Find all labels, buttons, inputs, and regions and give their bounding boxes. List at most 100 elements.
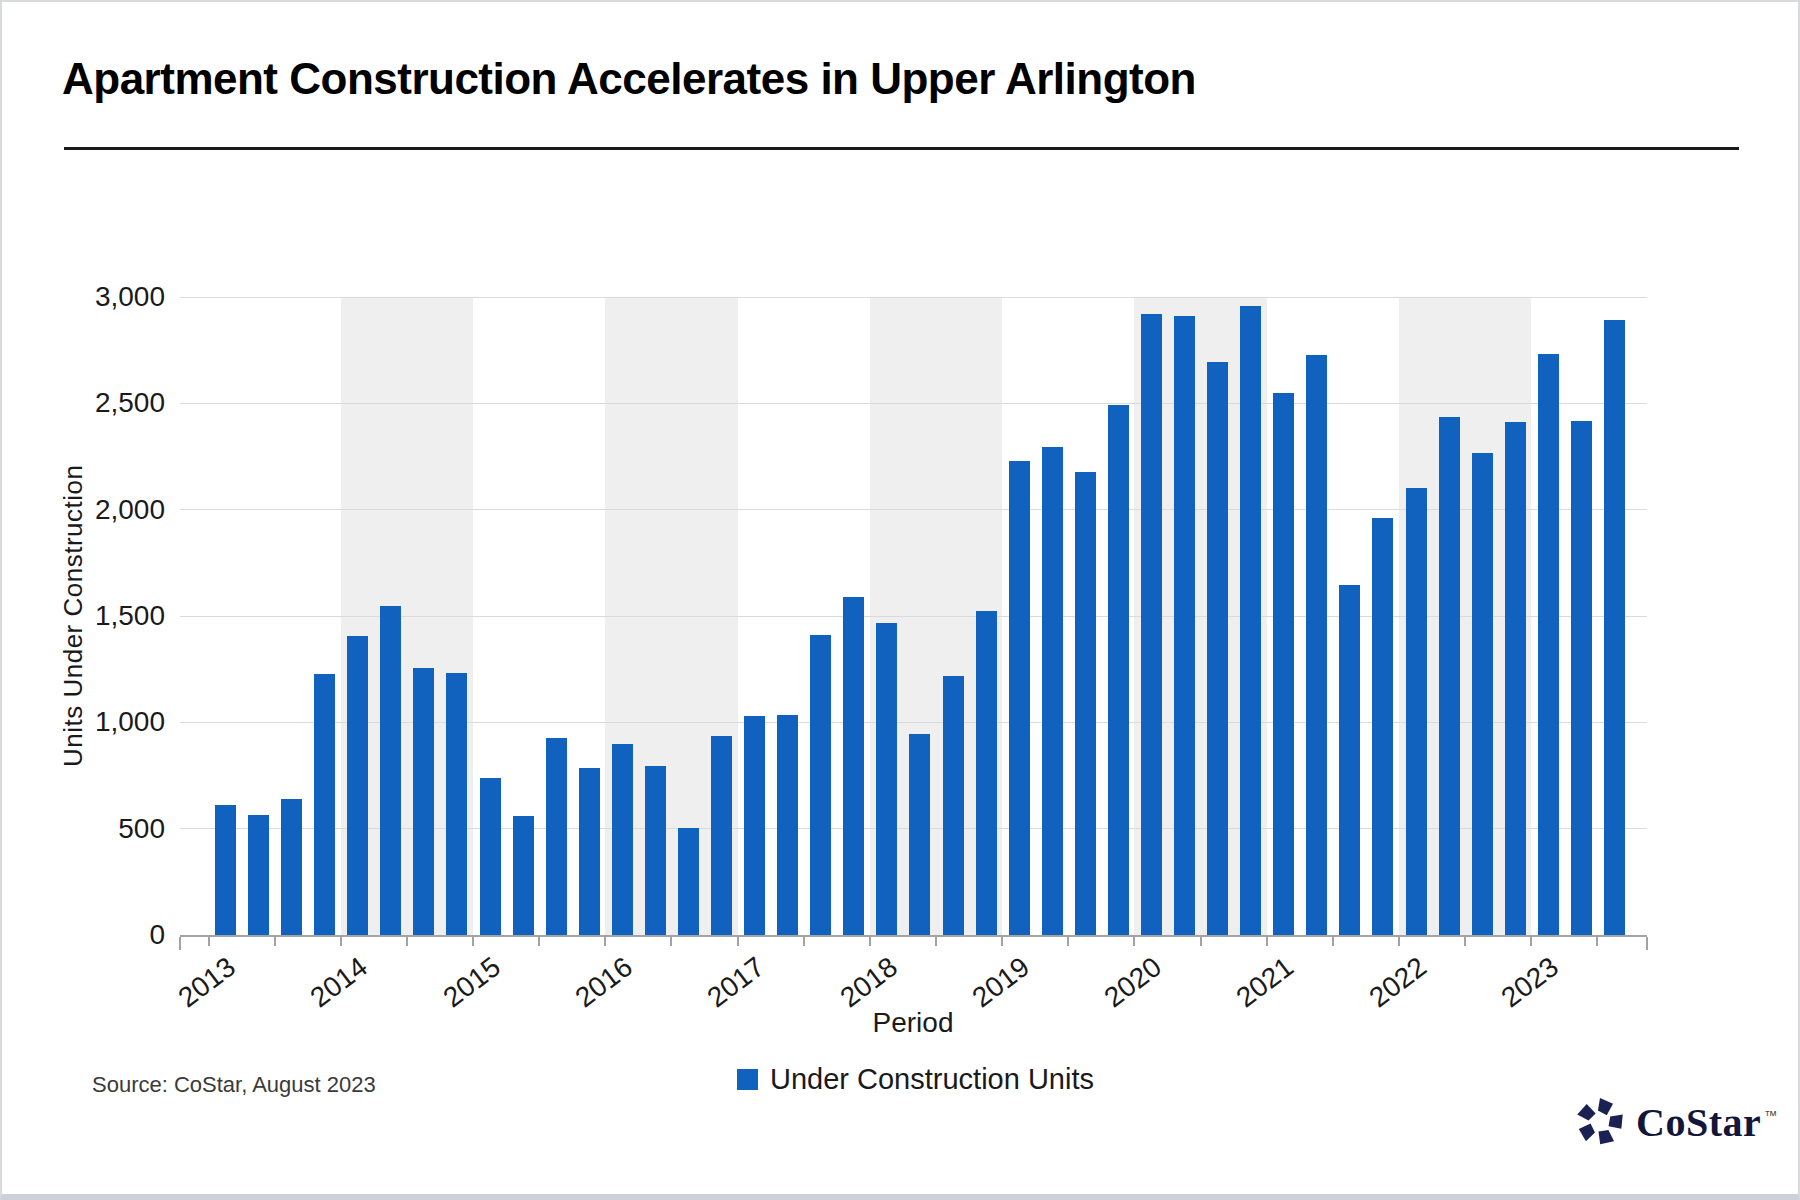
x-axis-tick [1266, 937, 1268, 946]
bar-2019-q3 [1075, 472, 1096, 935]
bar-2020-q4 [1240, 306, 1261, 935]
x-axis-tick [538, 937, 540, 946]
x-axis-tick [472, 937, 474, 946]
x-axis-tick [208, 937, 210, 946]
bar-2017-q4 [843, 597, 864, 935]
x-tick-label-2014: 2014 [305, 951, 374, 1014]
bar-2021-q3 [1339, 585, 1360, 935]
x-axis-tick [1332, 937, 1334, 946]
x-tick-label-2013: 2013 [173, 951, 242, 1014]
bar-2020-q2 [1174, 316, 1195, 935]
bar-2013-q2 [248, 815, 269, 935]
bar-2015-q4 [579, 768, 600, 935]
source-note: Source: CoStar, August 2023 [92, 1072, 376, 1098]
bar-2014-q1 [347, 636, 368, 935]
bar-2022-q2 [1439, 417, 1460, 935]
x-axis-tick [737, 937, 739, 946]
x-tick-label-2015: 2015 [437, 951, 506, 1014]
title-divider [64, 147, 1739, 150]
x-tick-label-2016: 2016 [570, 951, 639, 1014]
y-tick-label-3000: 3,000 [32, 280, 165, 314]
costar-logo-text: CoStar [1636, 1099, 1761, 1146]
bar-2018-q2 [909, 734, 930, 935]
bar-2015-q1 [480, 778, 501, 935]
bar-2023-q3 [1604, 320, 1625, 935]
x-axis-tick [1398, 937, 1400, 946]
y-tick-label-2000: 2,000 [32, 493, 165, 527]
trademark-symbol: ™ [1764, 1108, 1777, 1123]
legend: Under Construction Units [737, 1063, 1094, 1096]
bar-2017-q2 [777, 715, 798, 935]
bar-2021-q1 [1273, 393, 1294, 935]
bar-2019-q1 [1009, 461, 1030, 935]
x-tick-label-2023: 2023 [1496, 951, 1565, 1014]
y-tick-label-2500: 2,500 [32, 386, 165, 420]
bar-2015-q3 [546, 738, 567, 935]
x-tick-label-2022: 2022 [1363, 951, 1432, 1014]
costar-pinwheel-icon [1574, 1096, 1626, 1148]
x-axis-tick [1464, 937, 1466, 946]
bar-2022-q4 [1505, 422, 1526, 935]
x-axis-tick [935, 937, 937, 946]
legend-swatch [737, 1069, 758, 1090]
bar-2016-q4 [711, 736, 732, 935]
y-tick-label-500: 500 [32, 812, 165, 846]
bar-2020-q1 [1141, 314, 1162, 935]
bar-2019-q4 [1108, 405, 1129, 935]
x-axis-tick [803, 937, 805, 946]
bar-2016-q2 [645, 766, 666, 935]
x-axis-tick [604, 937, 606, 946]
gridline-3000 [180, 297, 1647, 298]
bar-2018-q1 [876, 623, 897, 935]
legend-label: Under Construction Units [770, 1063, 1094, 1096]
bar-2020-q3 [1207, 362, 1228, 935]
x-axis-tick [1001, 937, 1003, 946]
bar-2013-q1 [215, 805, 236, 935]
x-axis-title: Period [713, 1007, 1113, 1039]
x-axis-tick [1133, 937, 1135, 946]
bar-2018-q3 [943, 676, 964, 935]
x-axis-line [180, 935, 1647, 937]
x-axis-tick [869, 937, 871, 946]
bar-2017-q3 [810, 635, 831, 935]
x-axis-tick [1067, 937, 1069, 946]
gridline-2000 [180, 509, 1647, 510]
bar-2017-q1 [744, 716, 765, 935]
y-tick-label-1500: 1,500 [32, 599, 165, 633]
bar-2015-q2 [513, 816, 534, 935]
bar-2022-q1 [1406, 488, 1427, 935]
y-tick-label-0: 0 [32, 918, 165, 952]
x-axis-tick [1200, 937, 1202, 946]
gridline-2500 [180, 403, 1647, 404]
bar-2023-q2 [1571, 421, 1592, 935]
x-axis-end-tick [1646, 937, 1648, 950]
x-axis-tick [1530, 937, 1532, 946]
bar-2014-q2 [380, 606, 401, 935]
chart-page: Apartment Construction Accelerates in Up… [0, 0, 1800, 1200]
x-axis-tick [1596, 937, 1598, 946]
bar-2014-q3 [413, 668, 434, 935]
x-tick-label-2018: 2018 [834, 951, 903, 1014]
chart-title: Apartment Construction Accelerates in Up… [62, 54, 1196, 104]
bar-2021-q4 [1372, 518, 1393, 935]
x-axis-tick [340, 937, 342, 946]
bar-2022-q3 [1472, 453, 1493, 935]
bar-2018-q4 [976, 611, 997, 935]
bar-2016-q3 [678, 828, 699, 935]
bar-2019-q2 [1042, 447, 1063, 935]
x-axis-end-tick [179, 937, 181, 950]
x-axis-tick [670, 937, 672, 946]
bar-2013-q4 [314, 674, 335, 935]
x-tick-label-2019: 2019 [966, 951, 1035, 1014]
bar-2023-q1 [1538, 354, 1559, 935]
plot-area: 2013201420152016201720182019202020212022… [180, 297, 1647, 935]
bar-2014-q4 [446, 673, 467, 935]
costar-logo: CoStar ™ [1574, 1096, 1777, 1148]
x-tick-label-2021: 2021 [1231, 951, 1300, 1014]
x-tick-label-2020: 2020 [1099, 951, 1168, 1014]
y-tick-label-1000: 1,000 [32, 705, 165, 739]
bar-2013-q3 [281, 799, 302, 935]
x-axis-tick [274, 937, 276, 946]
bar-2016-q1 [612, 744, 633, 935]
x-tick-label-2017: 2017 [702, 951, 771, 1014]
